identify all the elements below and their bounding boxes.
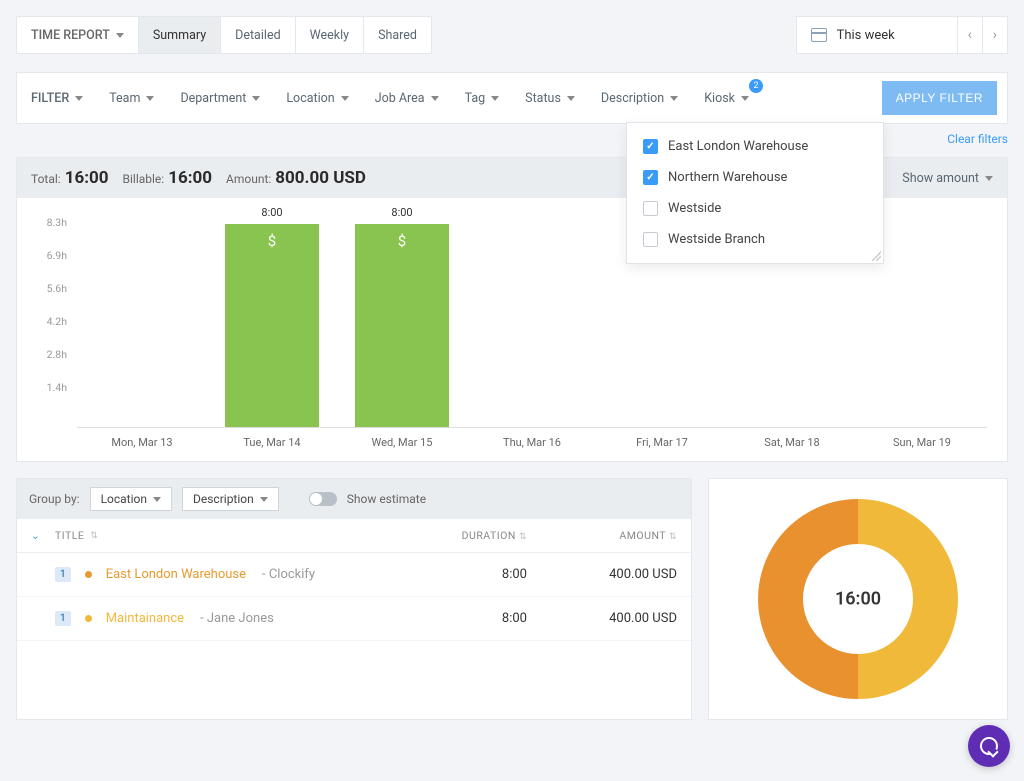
- table-card: Group by: Location Description Show esti…: [16, 478, 692, 720]
- donut-center-label: 16:00: [835, 589, 881, 610]
- chart-column: 8:00$: [207, 216, 337, 427]
- chart-column: 8:00$: [337, 216, 467, 427]
- caret-icon: [985, 176, 993, 181]
- caret-icon: [670, 96, 678, 101]
- report-tabs: TIME REPORT SummaryDetailedWeeklyShared: [16, 16, 432, 54]
- time-report-dropdown[interactable]: TIME REPORT: [17, 17, 139, 53]
- dollar-icon: $: [268, 232, 276, 250]
- caret-icon: [431, 96, 439, 101]
- color-dot: [85, 571, 92, 578]
- row-duration: 8:00: [377, 611, 527, 626]
- caret-icon: [116, 33, 124, 38]
- clear-filters-link[interactable]: Clear filters: [947, 132, 1008, 146]
- kiosk-option[interactable]: Westside Branch: [627, 224, 883, 255]
- caret-icon: [741, 96, 749, 101]
- color-dot: [85, 615, 92, 622]
- row-count-badge: 1: [55, 567, 71, 582]
- group-secondary-select[interactable]: Description: [182, 487, 279, 511]
- tab-summary[interactable]: Summary: [139, 17, 221, 53]
- caret-icon: [252, 96, 260, 101]
- caret-icon: [260, 497, 268, 502]
- row-amount: 400.00 USD: [527, 567, 677, 582]
- row-title: Maintainance: [106, 611, 184, 626]
- group-by-bar: Group by: Location Description Show esti…: [17, 479, 691, 519]
- filter-badge: 2: [749, 79, 763, 93]
- row-count-badge: 1: [55, 611, 71, 626]
- caret-icon: [75, 96, 83, 101]
- row-amount: 400.00 USD: [527, 611, 677, 626]
- top-bar: TIME REPORT SummaryDetailedWeeklyShared …: [16, 16, 1008, 54]
- date-prev-button[interactable]: ‹: [957, 17, 982, 53]
- table-row[interactable]: 1 East London Warehouse - Clockify 8:00400.…: [17, 553, 691, 597]
- chart-bar[interactable]: 8:00$: [225, 224, 319, 427]
- kiosk-option[interactable]: East London Warehouse: [627, 131, 883, 162]
- filter-department[interactable]: Department: [176, 85, 264, 112]
- filter-label[interactable]: FILTER: [27, 85, 87, 112]
- caret-icon: [567, 96, 575, 101]
- row-duration: 8:00: [377, 567, 527, 582]
- tab-shared[interactable]: Shared: [364, 17, 431, 53]
- filter-kiosk[interactable]: Kiosk2: [700, 85, 753, 112]
- sort-icon: ⇅: [90, 531, 98, 541]
- calendar-icon: [811, 28, 827, 42]
- sort-icon: ⇅: [519, 532, 527, 542]
- date-range-label: This week: [837, 28, 895, 43]
- kiosk-option[interactable]: Westside: [627, 193, 883, 224]
- sort-icon: ⇅: [669, 532, 677, 542]
- expand-all-button[interactable]: ⌄: [31, 529, 55, 542]
- caret-icon: [491, 96, 499, 101]
- kiosk-dropdown-panel: East London WarehouseNorthern WarehouseW…: [626, 122, 884, 264]
- time-report-label: TIME REPORT: [31, 28, 110, 43]
- checkbox[interactable]: [643, 232, 658, 247]
- chat-icon: [980, 737, 998, 755]
- row-subtitle: - Jane Jones: [200, 611, 274, 626]
- sort-title[interactable]: TITLE ⇅: [55, 529, 377, 542]
- table-row[interactable]: 1 Maintainance - Jane Jones 8:00400.00 USD: [17, 597, 691, 641]
- show-estimate-toggle[interactable]: [309, 492, 337, 506]
- dollar-icon: $: [398, 232, 406, 250]
- caret-icon: [341, 96, 349, 101]
- kiosk-option[interactable]: Northern Warehouse: [627, 162, 883, 193]
- y-axis: 8.3h6.9h5.6h4.2h2.8h1.4h: [37, 216, 67, 394]
- filter-team[interactable]: Team: [105, 85, 158, 112]
- filter-tag[interactable]: Tag: [461, 85, 504, 112]
- chat-button[interactable]: [968, 725, 1010, 767]
- sort-duration[interactable]: DURATION ⇅: [377, 529, 527, 542]
- chart-bar[interactable]: 8:00$: [355, 224, 449, 427]
- date-next-button[interactable]: ›: [982, 17, 1007, 53]
- date-range-button[interactable]: This week: [797, 18, 957, 53]
- x-axis: Mon, Mar 13Tue, Mar 14Wed, Mar 15Thu, Ma…: [17, 428, 1007, 461]
- caret-icon: [146, 96, 154, 101]
- filter-location[interactable]: Location: [282, 85, 352, 112]
- checkbox[interactable]: [643, 139, 658, 154]
- tab-weekly[interactable]: Weekly: [296, 17, 364, 53]
- row-subtitle: - Clockify: [262, 567, 315, 582]
- date-range-picker: This week ‹ ›: [796, 16, 1008, 54]
- filters-bar: FILTER Team Department Location Job Area Tag…: [16, 72, 1008, 124]
- donut-chart: 16:00: [748, 489, 968, 709]
- caret-icon: [153, 497, 161, 502]
- chart-column: [467, 216, 597, 427]
- tab-detailed[interactable]: Detailed: [221, 17, 295, 53]
- chart-column: [77, 216, 207, 427]
- filter-description[interactable]: Description: [597, 85, 682, 112]
- row-title: East London Warehouse: [106, 567, 246, 582]
- group-primary-select[interactable]: Location: [90, 487, 172, 511]
- donut-card: 16:00: [708, 478, 1008, 720]
- sort-amount[interactable]: AMOUNT ⇅: [527, 529, 677, 542]
- checkbox[interactable]: [643, 201, 658, 216]
- checkbox[interactable]: [643, 170, 658, 185]
- table-header: ⌄ TITLE ⇅ DURATION ⇅ AMOUNT ⇅: [17, 519, 691, 553]
- apply-filter-button[interactable]: APPLY FILTER: [882, 81, 997, 115]
- filter-job-area[interactable]: Job Area: [371, 85, 443, 112]
- show-amount-dropdown[interactable]: Show amount: [902, 171, 993, 186]
- totals: Total:16:00 Billable:16:00 Amount:800.00…: [31, 168, 366, 188]
- filter-status[interactable]: Status: [521, 85, 579, 112]
